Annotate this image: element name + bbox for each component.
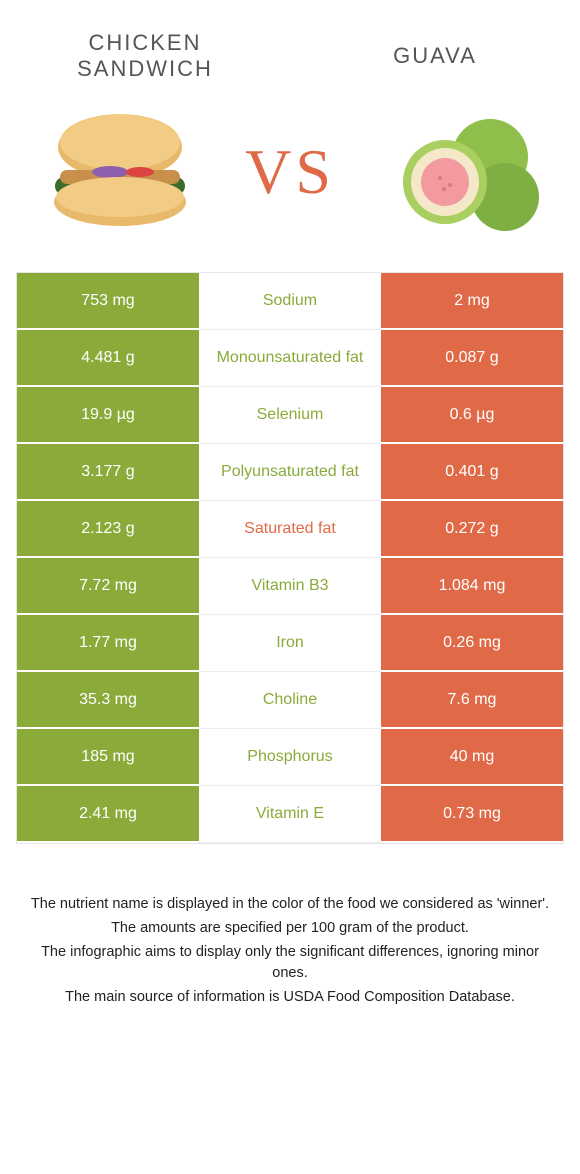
nutrient-name: Monounsaturated fat (199, 330, 381, 387)
footer-line-1: The nutrient name is displayed in the co… (30, 894, 550, 916)
left-value: 1.77 mg (17, 615, 199, 672)
table-row: 7.72 mgVitamin B31.084 mg (17, 558, 563, 615)
nutrient-name: Choline (199, 672, 381, 729)
table-row: 3.177 gPolyunsaturated fat0.401 g (17, 444, 563, 501)
nutrient-name: Saturated fat (199, 501, 381, 558)
left-value: 19.9 µg (17, 387, 199, 444)
table-row: 2.123 gSaturated fat0.272 g (17, 501, 563, 558)
nutrient-table: 753 mgSodium2 mg4.481 gMonounsaturated f… (16, 272, 564, 844)
nutrient-name: Phosphorus (199, 729, 381, 786)
table-row: 1.77 mgIron0.26 mg (17, 615, 563, 672)
table-row: 753 mgSodium2 mg (17, 273, 563, 330)
left-value: 2.41 mg (17, 786, 199, 843)
right-value: 0.6 µg (381, 387, 563, 444)
table-row: 4.481 gMonounsaturated fat0.087 g (17, 330, 563, 387)
left-value: 3.177 g (17, 444, 199, 501)
right-value: 0.73 mg (381, 786, 563, 843)
right-value: 0.401 g (381, 444, 563, 501)
left-value: 753 mg (17, 273, 199, 330)
left-value: 35.3 mg (17, 672, 199, 729)
footer-line-4: The main source of information is USDA F… (30, 987, 550, 1009)
table-row: 185 mgPhosphorus40 mg (17, 729, 563, 786)
left-value: 185 mg (17, 729, 199, 786)
guava-icon (370, 102, 550, 242)
right-value: 7.6 mg (381, 672, 563, 729)
nutrient-name: Polyunsaturated fat (199, 444, 381, 501)
header-titles: CHICKEN SANDWICH GUAVA (0, 0, 580, 92)
left-food-title: CHICKEN SANDWICH (40, 30, 250, 82)
nutrient-name: Selenium (199, 387, 381, 444)
nutrient-name: Iron (199, 615, 381, 672)
right-value: 2 mg (381, 273, 563, 330)
chicken-sandwich-icon (30, 102, 210, 242)
footer-line-2: The amounts are specified per 100 gram o… (30, 918, 550, 940)
footer-line-3: The infographic aims to display only the… (30, 942, 550, 986)
right-value: 0.272 g (381, 501, 563, 558)
table-row: 35.3 mgCholine7.6 mg (17, 672, 563, 729)
images-row: VS (0, 92, 580, 272)
right-value: 0.087 g (381, 330, 563, 387)
right-value: 0.26 mg (381, 615, 563, 672)
nutrient-name: Sodium (199, 273, 381, 330)
nutrient-name: Vitamin E (199, 786, 381, 843)
left-value: 4.481 g (17, 330, 199, 387)
right-food-title: GUAVA (330, 43, 540, 69)
table-row: 2.41 mgVitamin E0.73 mg (17, 786, 563, 843)
left-value: 2.123 g (17, 501, 199, 558)
left-value: 7.72 mg (17, 558, 199, 615)
right-value: 40 mg (381, 729, 563, 786)
table-row: 19.9 µgSelenium0.6 µg (17, 387, 563, 444)
nutrient-name: Vitamin B3 (199, 558, 381, 615)
footer-notes: The nutrient name is displayed in the co… (0, 844, 580, 1009)
vs-label: VS (245, 135, 335, 209)
right-value: 1.084 mg (381, 558, 563, 615)
